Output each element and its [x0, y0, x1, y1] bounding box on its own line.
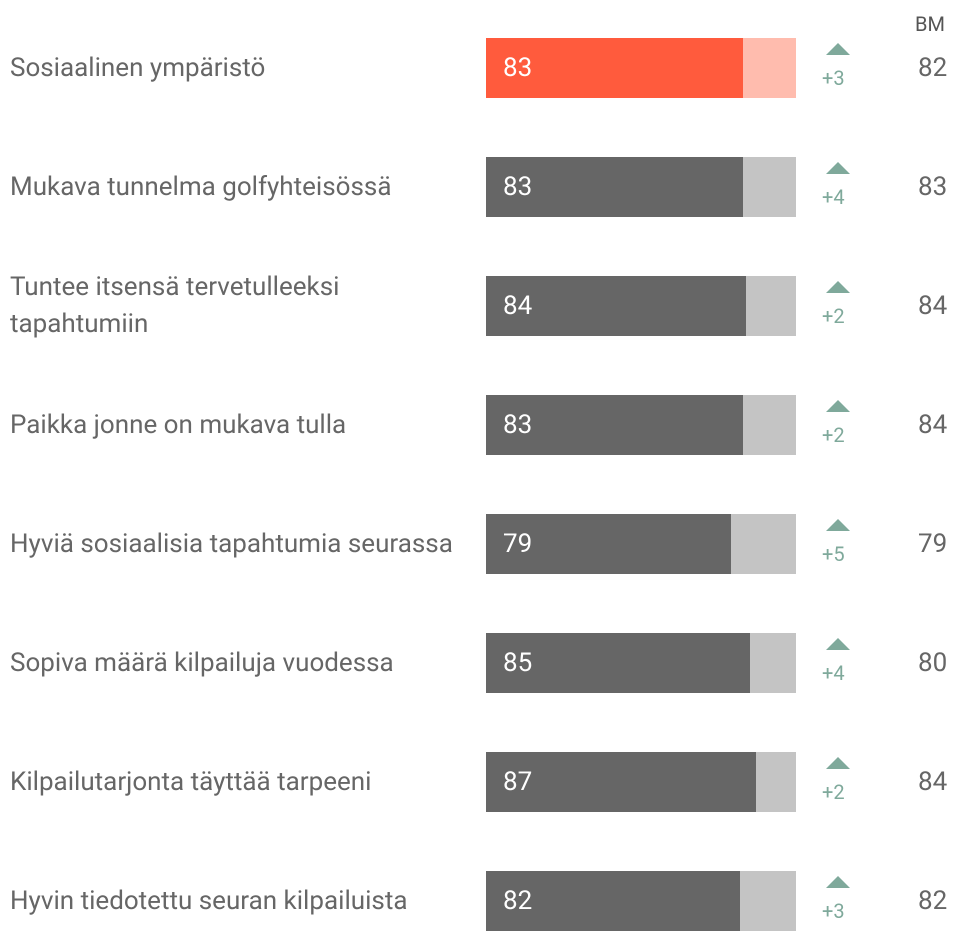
bar-value-label: 87: [503, 767, 533, 797]
change-label: +2: [822, 780, 845, 804]
category-label: Paikka jonne on mukava tulla: [10, 395, 472, 455]
bar: [486, 871, 741, 931]
category-text: Hyvin tiedotettu seuran kilpailuista: [10, 885, 408, 916]
change-arrow: [826, 43, 850, 55]
bar: [486, 395, 744, 455]
category-label: Hyviä sosiaalisia tapahtumia seurassa: [10, 514, 472, 574]
category-text: Sopiva määrä kilpailuja vuodessa: [10, 647, 394, 678]
bm-value: 82: [918, 886, 948, 916]
bm-header: BM: [915, 12, 945, 36]
category-label: Sosiaalinen ympäristö: [10, 38, 472, 98]
change-arrow: [826, 519, 850, 531]
bar-value-label: 84: [503, 291, 533, 321]
change-arrow: [826, 400, 850, 412]
bar-value-label: 85: [503, 648, 533, 678]
category-text: Kilpailutarjonta täyttää tarpeeni: [10, 766, 372, 797]
bar: [486, 276, 747, 336]
change-arrow: [826, 876, 850, 888]
bm-value: 82: [918, 53, 948, 83]
change-arrow: [826, 281, 850, 293]
change-label: +5: [822, 542, 845, 566]
bar-value-label: 82: [503, 886, 533, 916]
category-text: Paikka jonne on mukava tulla: [10, 409, 347, 440]
category-text: Sosiaalinen ympäristö: [10, 52, 266, 83]
bm-value: 83: [918, 172, 948, 202]
change-arrow: [826, 757, 850, 769]
change-arrow: [826, 162, 850, 174]
bar-value-label: 83: [503, 410, 533, 440]
bm-value: 79: [918, 529, 948, 559]
category-label: Sopiva määrä kilpailuja vuodessa: [10, 633, 472, 693]
bar: [486, 633, 750, 693]
change-label: +2: [822, 304, 845, 328]
change-label: +4: [822, 661, 845, 685]
category-text: Tuntee itsensä tervetulleeksi tapahtumii…: [10, 272, 340, 339]
bar: [486, 157, 744, 217]
bm-value: 84: [918, 291, 948, 321]
change-label: +2: [822, 423, 845, 447]
category-label: Tuntee itsensä tervetulleeksi tapahtumii…: [10, 272, 472, 339]
category-label: Kilpailutarjonta täyttää tarpeeni: [10, 752, 472, 812]
bar-value-label: 79: [503, 529, 533, 559]
bar-value-label: 83: [503, 53, 533, 83]
change-label: +4: [822, 185, 845, 209]
bar: [486, 514, 731, 574]
change-label: +3: [822, 899, 845, 923]
change-arrow: [826, 638, 850, 650]
category-label: Hyvin tiedotettu seuran kilpailuista: [10, 871, 472, 931]
bm-value: 84: [918, 767, 948, 797]
bm-value: 84: [918, 410, 948, 440]
bar-value-label: 83: [503, 172, 533, 202]
bar: [486, 38, 744, 98]
change-label: +3: [822, 66, 845, 90]
bm-value: 80: [918, 648, 948, 678]
category-label: Mukava tunnelma golfyhteisössä: [10, 157, 472, 217]
bar: [486, 752, 756, 812]
category-text: Mukava tunnelma golfyhteisössä: [10, 171, 392, 202]
category-text: Hyviä sosiaalisia tapahtumia seurassa: [10, 528, 453, 559]
